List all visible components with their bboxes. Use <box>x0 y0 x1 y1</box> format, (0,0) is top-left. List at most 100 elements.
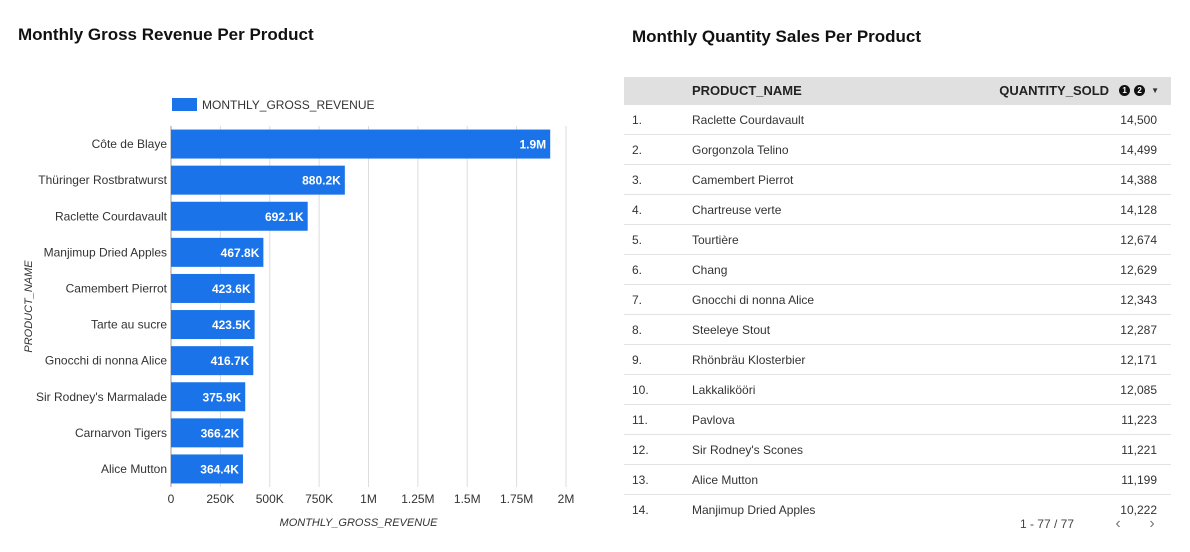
row-index: 4. <box>632 203 643 217</box>
row-quantity: 12,629 <box>1120 263 1157 277</box>
bar[interactable] <box>171 129 551 159</box>
row-quantity: 14,388 <box>1120 173 1157 187</box>
row-index: 12. <box>632 443 649 457</box>
legend-swatch <box>172 98 197 111</box>
table-row[interactable]: 8. Steeleye Stout 12,287 <box>624 315 1171 345</box>
bar-value-label: 423.5K <box>212 318 251 332</box>
row-index: 9. <box>632 353 643 367</box>
row-index: 5. <box>632 233 643 247</box>
bar[interactable] <box>171 273 255 303</box>
bar-value-label: 375.9K <box>203 390 242 404</box>
bar-value-label: 692.1K <box>265 210 304 224</box>
bar-value-label: 467.8K <box>221 246 260 260</box>
column-header-product-name[interactable]: PRODUCT_NAME <box>692 83 802 98</box>
category-label: Tarte au sucre <box>91 318 167 332</box>
bar[interactable] <box>171 310 255 340</box>
row-quantity: 12,287 <box>1120 323 1157 337</box>
row-product-name: Gorgonzola Telino <box>692 143 789 157</box>
row-product-name: Alice Mutton <box>692 473 759 487</box>
bar[interactable] <box>171 382 246 412</box>
bar-value-label: 1.9M <box>520 138 547 152</box>
sort-order-badge: 1 <box>1119 85 1131 96</box>
x-tick-label: 1.25M <box>401 492 434 506</box>
x-tick-label: 1.75M <box>500 492 533 506</box>
row-quantity: 14,128 <box>1120 203 1157 217</box>
row-index: 3. <box>632 173 643 187</box>
row-product-name: Lakkalikööri <box>692 383 756 397</box>
row-quantity: 12,674 <box>1120 233 1157 247</box>
bar-value-label: 880.2K <box>302 174 341 188</box>
row-index: 6. <box>632 263 643 277</box>
category-label: Camembert Pierrot <box>66 281 168 295</box>
table-row[interactable]: 5. Tourtière 12,674 <box>624 225 1171 255</box>
bar[interactable] <box>171 237 264 267</box>
x-tick-label: 0 <box>168 492 175 506</box>
table-row[interactable]: 10. Lakkalikööri 12,085 <box>624 375 1171 405</box>
bar-value-label: 416.7K <box>211 354 250 368</box>
category-label: Côte de Blaye <box>92 137 168 151</box>
row-product-name: Gnocchi di nonna Alice <box>692 293 815 307</box>
row-product-name: Rhönbräu Klosterbier <box>692 353 806 367</box>
bar[interactable] <box>171 165 345 195</box>
category-label: Alice Mutton <box>101 462 167 476</box>
row-index: 13. <box>632 473 649 487</box>
bar-value-label: 423.6K <box>212 282 251 296</box>
x-axis-title: MONTHLY_GROSS_REVENUE <box>280 517 439 529</box>
row-quantity: 14,499 <box>1120 143 1157 157</box>
bar[interactable] <box>171 454 243 484</box>
table-row[interactable]: 6. Chang 12,629 <box>624 255 1171 285</box>
row-product-name: Tourtière <box>692 233 739 247</box>
table-row[interactable]: 1. Raclette Courdavault 14,500 <box>624 105 1171 135</box>
chart-title: Monthly Gross Revenue Per Product <box>18 25 314 44</box>
bar[interactable] <box>171 346 254 376</box>
quantity-table: PRODUCT_NAME QUANTITY_SOLD 1 2 ▼ 1. Racle… <box>624 77 1171 524</box>
row-product-name: Chartreuse verte <box>692 203 782 217</box>
x-tick-label: 1.5M <box>454 492 481 506</box>
x-tick-label: 250K <box>206 492 234 506</box>
pagination: 1 - 77 / 77 ‹ › <box>1020 514 1162 534</box>
row-quantity: 11,221 <box>1121 443 1157 457</box>
pagination-range: 1 - 77 / 77 <box>1019 517 1074 531</box>
row-product-name: Sir Rodney's Scones <box>692 443 804 457</box>
row-index: 11. <box>632 413 648 427</box>
sort-order-badge: 2 <box>1134 85 1146 96</box>
chevron-left-icon[interactable]: ‹ <box>1115 515 1121 532</box>
column-header-quantity-sold[interactable]: QUANTITY_SOLD 1 2 ▼ <box>999 83 1159 98</box>
row-quantity: 12,171 <box>1120 353 1157 367</box>
row-product-name: Raclette Courdavault <box>692 113 805 127</box>
table-row[interactable]: 11. Pavlova 11,223 <box>624 405 1171 435</box>
table-header: PRODUCT_NAME QUANTITY_SOLD 1 2 ▼ <box>624 77 1171 105</box>
table-row[interactable]: 13. Alice Mutton 11,199 <box>624 465 1171 495</box>
bar[interactable] <box>171 418 244 448</box>
row-index: 8. <box>632 323 643 337</box>
category-label: Sir Rodney's Marmalade <box>36 390 167 404</box>
row-quantity: 12,343 <box>1120 293 1157 307</box>
category-label: Carnarvon Tigers <box>75 426 167 440</box>
category-label: Gnocchi di nonna Alice <box>45 354 167 368</box>
category-label: Raclette Courdavault <box>55 209 168 223</box>
x-tick-label: 2M <box>558 492 575 506</box>
table-row[interactable]: 2. Gorgonzola Telino 14,499 <box>624 135 1171 165</box>
row-index: 10. <box>632 383 649 397</box>
table-row[interactable]: 3. Camembert Pierrot 14,388 <box>624 165 1171 195</box>
table-row[interactable]: 12. Sir Rodney's Scones 11,221 <box>624 435 1171 465</box>
revenue-bar-chart: 0 250K 500K 750K 1M 1.25M 1.5M 1.75M 2M Côte de B… <box>23 98 575 529</box>
x-tick-label: 500K <box>256 492 284 506</box>
category-label: Thüringer Rostbratwurst <box>38 173 167 187</box>
row-quantity: 10,222 <box>1120 503 1157 517</box>
caret-down-icon[interactable]: ▼ <box>1151 86 1159 95</box>
table-row[interactable]: 4. Chartreuse verte 14,128 <box>624 195 1171 225</box>
table-row[interactable]: 14. Manjimup Dried Apples 10,222 <box>624 495 1171 524</box>
table-row[interactable]: 7. Gnocchi di nonna Alice 12,343 <box>624 285 1171 315</box>
table-row[interactable]: 9. Rhönbräu Klosterbier 12,171 <box>624 345 1171 375</box>
x-tick-label: 1M <box>360 492 377 506</box>
row-quantity: 14,500 <box>1120 113 1157 127</box>
chevron-right-icon[interactable]: › <box>1149 515 1155 532</box>
row-quantity: 11,199 <box>1121 473 1157 487</box>
bar[interactable] <box>171 201 308 231</box>
y-axis-title: PRODUCT_NAME <box>23 260 35 353</box>
row-quantity: 11,223 <box>1121 413 1157 427</box>
row-product-name: Camembert Pierrot <box>692 173 794 187</box>
bar-value-label: 366.2K <box>201 426 240 440</box>
row-quantity: 12,085 <box>1120 383 1157 397</box>
